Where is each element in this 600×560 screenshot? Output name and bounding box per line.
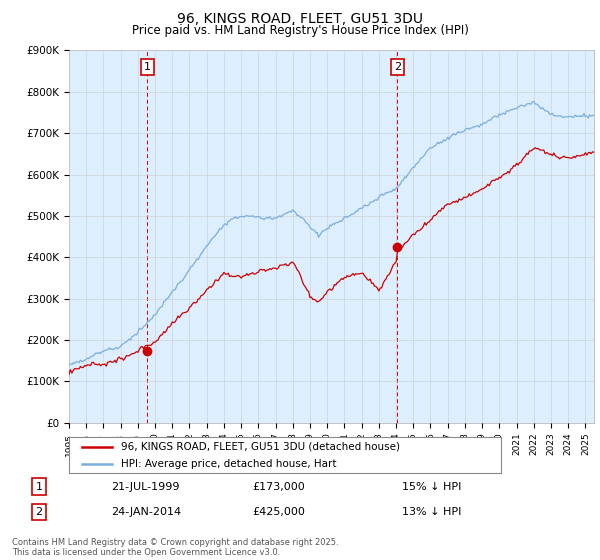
- Text: 2: 2: [394, 62, 401, 72]
- Text: HPI: Average price, detached house, Hart: HPI: Average price, detached house, Hart: [121, 459, 337, 469]
- Text: 24-JAN-2014: 24-JAN-2014: [111, 507, 181, 517]
- Text: 96, KINGS ROAD, FLEET, GU51 3DU (detached house): 96, KINGS ROAD, FLEET, GU51 3DU (detache…: [121, 442, 400, 451]
- Text: Price paid vs. HM Land Registry's House Price Index (HPI): Price paid vs. HM Land Registry's House …: [131, 24, 469, 36]
- Text: 13% ↓ HPI: 13% ↓ HPI: [402, 507, 461, 517]
- Text: 1: 1: [35, 482, 43, 492]
- Text: 1: 1: [144, 62, 151, 72]
- Text: £173,000: £173,000: [252, 482, 305, 492]
- Text: Contains HM Land Registry data © Crown copyright and database right 2025.
This d: Contains HM Land Registry data © Crown c…: [12, 538, 338, 557]
- Text: 21-JUL-1999: 21-JUL-1999: [111, 482, 179, 492]
- Text: 96, KINGS ROAD, FLEET, GU51 3DU: 96, KINGS ROAD, FLEET, GU51 3DU: [177, 12, 423, 26]
- Text: 15% ↓ HPI: 15% ↓ HPI: [402, 482, 461, 492]
- Text: £425,000: £425,000: [252, 507, 305, 517]
- Text: 2: 2: [35, 507, 43, 517]
